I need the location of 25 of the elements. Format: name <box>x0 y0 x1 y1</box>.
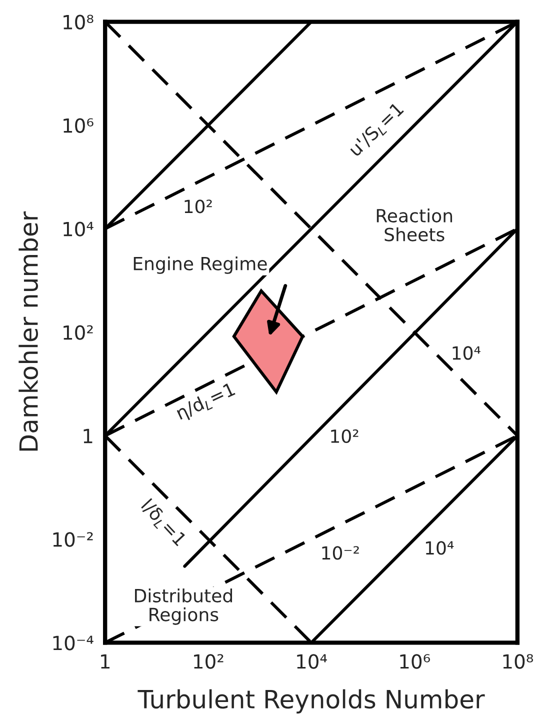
y-tick-label: 10⁻⁴ <box>53 636 94 650</box>
x-tick-label: 1 <box>101 654 110 669</box>
annotation: 10⁻² <box>322 546 359 560</box>
x-tick-label: 10⁴ <box>297 654 327 669</box>
y-axis-title: Damkohler number <box>18 211 38 451</box>
x-tick-label: 10⁶ <box>400 654 430 669</box>
y-tick-label: 10⁻² <box>53 532 93 547</box>
annotation: l/δ$_{L}$=1 <box>138 498 188 548</box>
annotation: u'/S$_{L}$=1 <box>348 102 406 159</box>
annotation: Engine Regime <box>134 256 267 274</box>
annotation: 10² <box>184 200 212 214</box>
y-tick-label: 1 <box>84 428 92 444</box>
x-tick-label: 10² <box>194 654 224 669</box>
x-axis-title: Turbulent Reynolds Number <box>138 689 485 714</box>
annotation: Distributed Regions <box>135 588 232 625</box>
y-tick-label: 10⁴ <box>64 222 94 236</box>
y-tick-label: 10² <box>64 325 93 340</box>
y-tick-label: 10⁸ <box>64 14 94 30</box>
annotation: 10² <box>331 429 358 444</box>
annotation: Reaction Sheets <box>376 208 452 242</box>
annotation: 10⁴ <box>426 541 454 555</box>
annotation: 10⁴ <box>452 346 480 360</box>
annotation: η/d$_{L}$=1 <box>175 382 237 423</box>
x-tick-label: 10⁸ <box>503 654 534 669</box>
y-tick-label: 10⁶ <box>64 118 94 133</box>
